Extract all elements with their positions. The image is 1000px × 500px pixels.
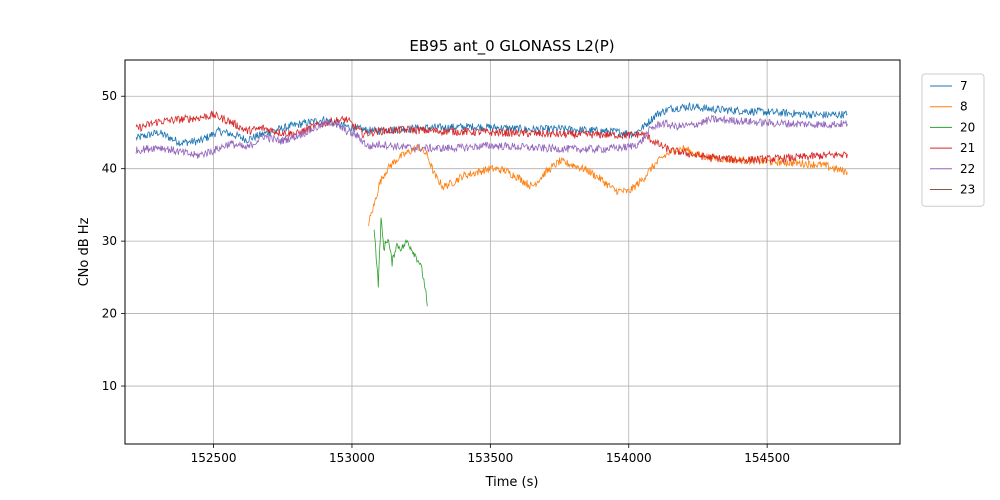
legend-label-22: 22 xyxy=(960,162,975,176)
series-line-8 xyxy=(368,143,848,227)
y-axis-label: CNo dB Hz xyxy=(77,217,92,286)
legend: 7 8 20 21 22 23 xyxy=(921,73,985,207)
legend-label-21: 21 xyxy=(960,141,975,155)
plot-frame xyxy=(124,59,901,445)
x-tick-label: 153000 xyxy=(329,451,375,465)
series-line-22 xyxy=(135,114,848,159)
x-tick-label: 153500 xyxy=(467,451,513,465)
x-tick-label: 154500 xyxy=(744,451,790,465)
grid xyxy=(125,60,900,444)
legend-label-20: 20 xyxy=(960,120,975,134)
legend-label-8: 8 xyxy=(960,100,968,114)
y-tick-label: 20 xyxy=(102,307,117,321)
x-tick-label: 152500 xyxy=(191,451,237,465)
y-tick-label: 30 xyxy=(102,234,117,248)
y-tick-label: 40 xyxy=(102,162,117,176)
axis-ticks: 152500 153000 153500 154000 154500 10 20 30 40 50 xyxy=(102,89,790,465)
series-lines xyxy=(135,101,848,307)
series-line-7 xyxy=(135,101,848,147)
y-tick-label: 50 xyxy=(102,89,117,103)
legend-label-7: 7 xyxy=(960,79,968,93)
series-line-20 xyxy=(373,217,428,307)
y-tick-label: 10 xyxy=(102,379,117,393)
x-axis-label: Time (s) xyxy=(485,475,539,490)
legend-label-23: 23 xyxy=(960,183,975,197)
x-tick-label: 154000 xyxy=(606,451,652,465)
series-line-21 xyxy=(135,110,848,164)
chart-title: EB95 ant_0 GLONASS L2(P) xyxy=(409,37,614,56)
